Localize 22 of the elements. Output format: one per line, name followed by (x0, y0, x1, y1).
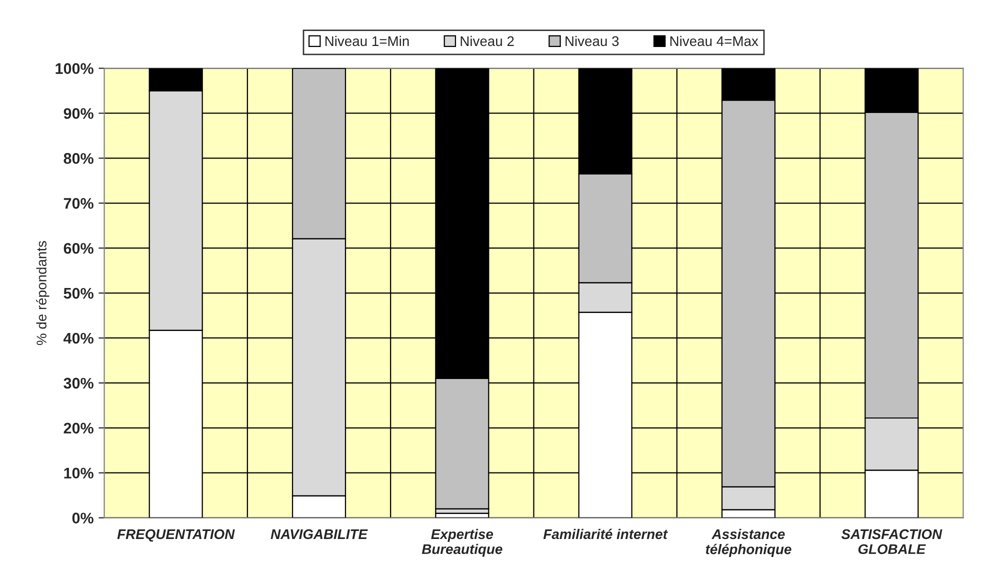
y-tick-label: 90% (64, 108, 94, 119)
y-tick-label: 20% (64, 422, 94, 434)
y-tick-label: 50% (64, 288, 94, 299)
legend-label: Niveau 3 (566, 36, 619, 46)
y-tick-label: 30% (64, 378, 94, 389)
x-tick-label: Assistance téléphonique (706, 528, 792, 557)
legend-label: Niveau 1=Min (325, 36, 409, 46)
y-tick-label: 10% (64, 468, 94, 479)
y-tick-label: 80% (64, 153, 94, 164)
x-tick-label: SATISFACTION GLOBALE (841, 529, 942, 554)
y-tick-label: 100% (56, 63, 94, 74)
y-tick-label: 60% (64, 242, 94, 254)
y-tick-label: 70% (64, 198, 94, 209)
x-tick-label: FREQUENTATION (117, 529, 235, 542)
x-tick-label: NAVIGABILITE (270, 529, 368, 540)
y-axis-title: % de répondants (36, 241, 50, 346)
y-tick-label: 0% (72, 512, 94, 524)
legend-label: Niveau 4=Max (670, 36, 758, 46)
y-tick-label: 40% (64, 332, 94, 344)
x-tick-label: Expertise Bureautique (422, 528, 502, 557)
legend-label: Niveau 2 (460, 36, 514, 46)
x-tick-label: Familiarité internet (543, 528, 668, 540)
